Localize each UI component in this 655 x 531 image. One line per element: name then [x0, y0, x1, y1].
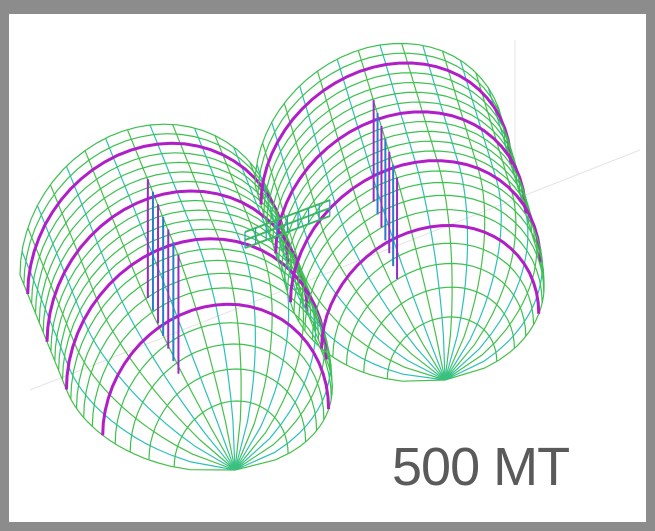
weight-label: 500 MT: [392, 437, 570, 497]
arch-line: [38, 171, 300, 323]
main-arch: [45, 189, 309, 342]
arch-line: [293, 170, 544, 313]
arch-line: [286, 150, 539, 293]
rib-line: [21, 251, 236, 471]
arch-line: [148, 368, 307, 460]
main-arch: [289, 159, 542, 303]
arch-line: [257, 52, 509, 195]
arch-line: [91, 287, 332, 427]
arch-line: [278, 120, 530, 264]
arch-line: [31, 152, 293, 304]
rib-line: [49, 184, 236, 471]
main-arch: [320, 223, 541, 349]
arch-line: [363, 286, 515, 373]
arch-line: [70, 248, 331, 400]
main-arch: [26, 141, 290, 295]
arch-line: [34, 161, 297, 314]
arch-line: [345, 262, 527, 366]
main-arch: [259, 61, 513, 205]
rib-line: [441, 50, 486, 381]
arch-line: [281, 130, 533, 274]
arch-line: [311, 209, 543, 340]
arch-line: [75, 259, 333, 409]
arch-line: [263, 72, 515, 215]
arch-line: [42, 180, 304, 333]
rib-line: [84, 150, 236, 471]
rib-line: [36, 205, 236, 471]
main-arch: [64, 237, 328, 390]
arch-line: [332, 242, 535, 358]
arch-line: [269, 91, 521, 234]
arch-line: [272, 101, 524, 244]
arch-line: [386, 316, 498, 380]
arch-line: [298, 181, 545, 322]
arch-line: [304, 194, 545, 331]
rib-line: [444, 144, 545, 381]
arch-line: [129, 343, 318, 453]
arch-line: [266, 81, 518, 225]
arch-line: [83, 272, 333, 418]
arch-line: [254, 42, 506, 186]
arch-line: [58, 218, 320, 371]
main-arch: [101, 302, 331, 436]
main-arch: [274, 110, 528, 254]
arch-line: [173, 400, 289, 468]
arch-line: [283, 140, 536, 283]
arch-line: [114, 322, 325, 444]
